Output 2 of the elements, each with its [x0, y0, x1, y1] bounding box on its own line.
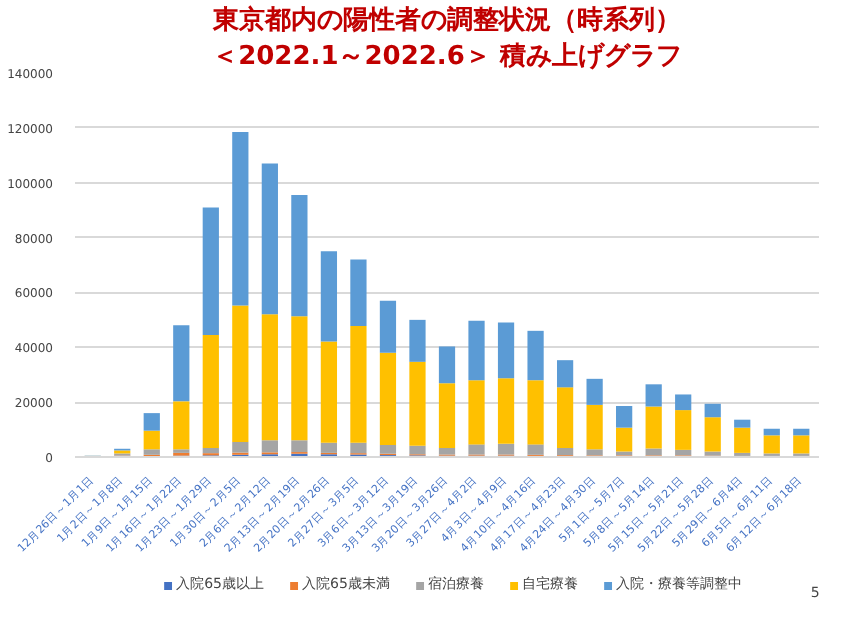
chart-title: 東京都内の陽性者の調整状況（時系列）	[211, 4, 681, 36]
chart-subtitle: ＜2022.1～2022.6＞ 積み上げグラフ	[212, 42, 682, 72]
